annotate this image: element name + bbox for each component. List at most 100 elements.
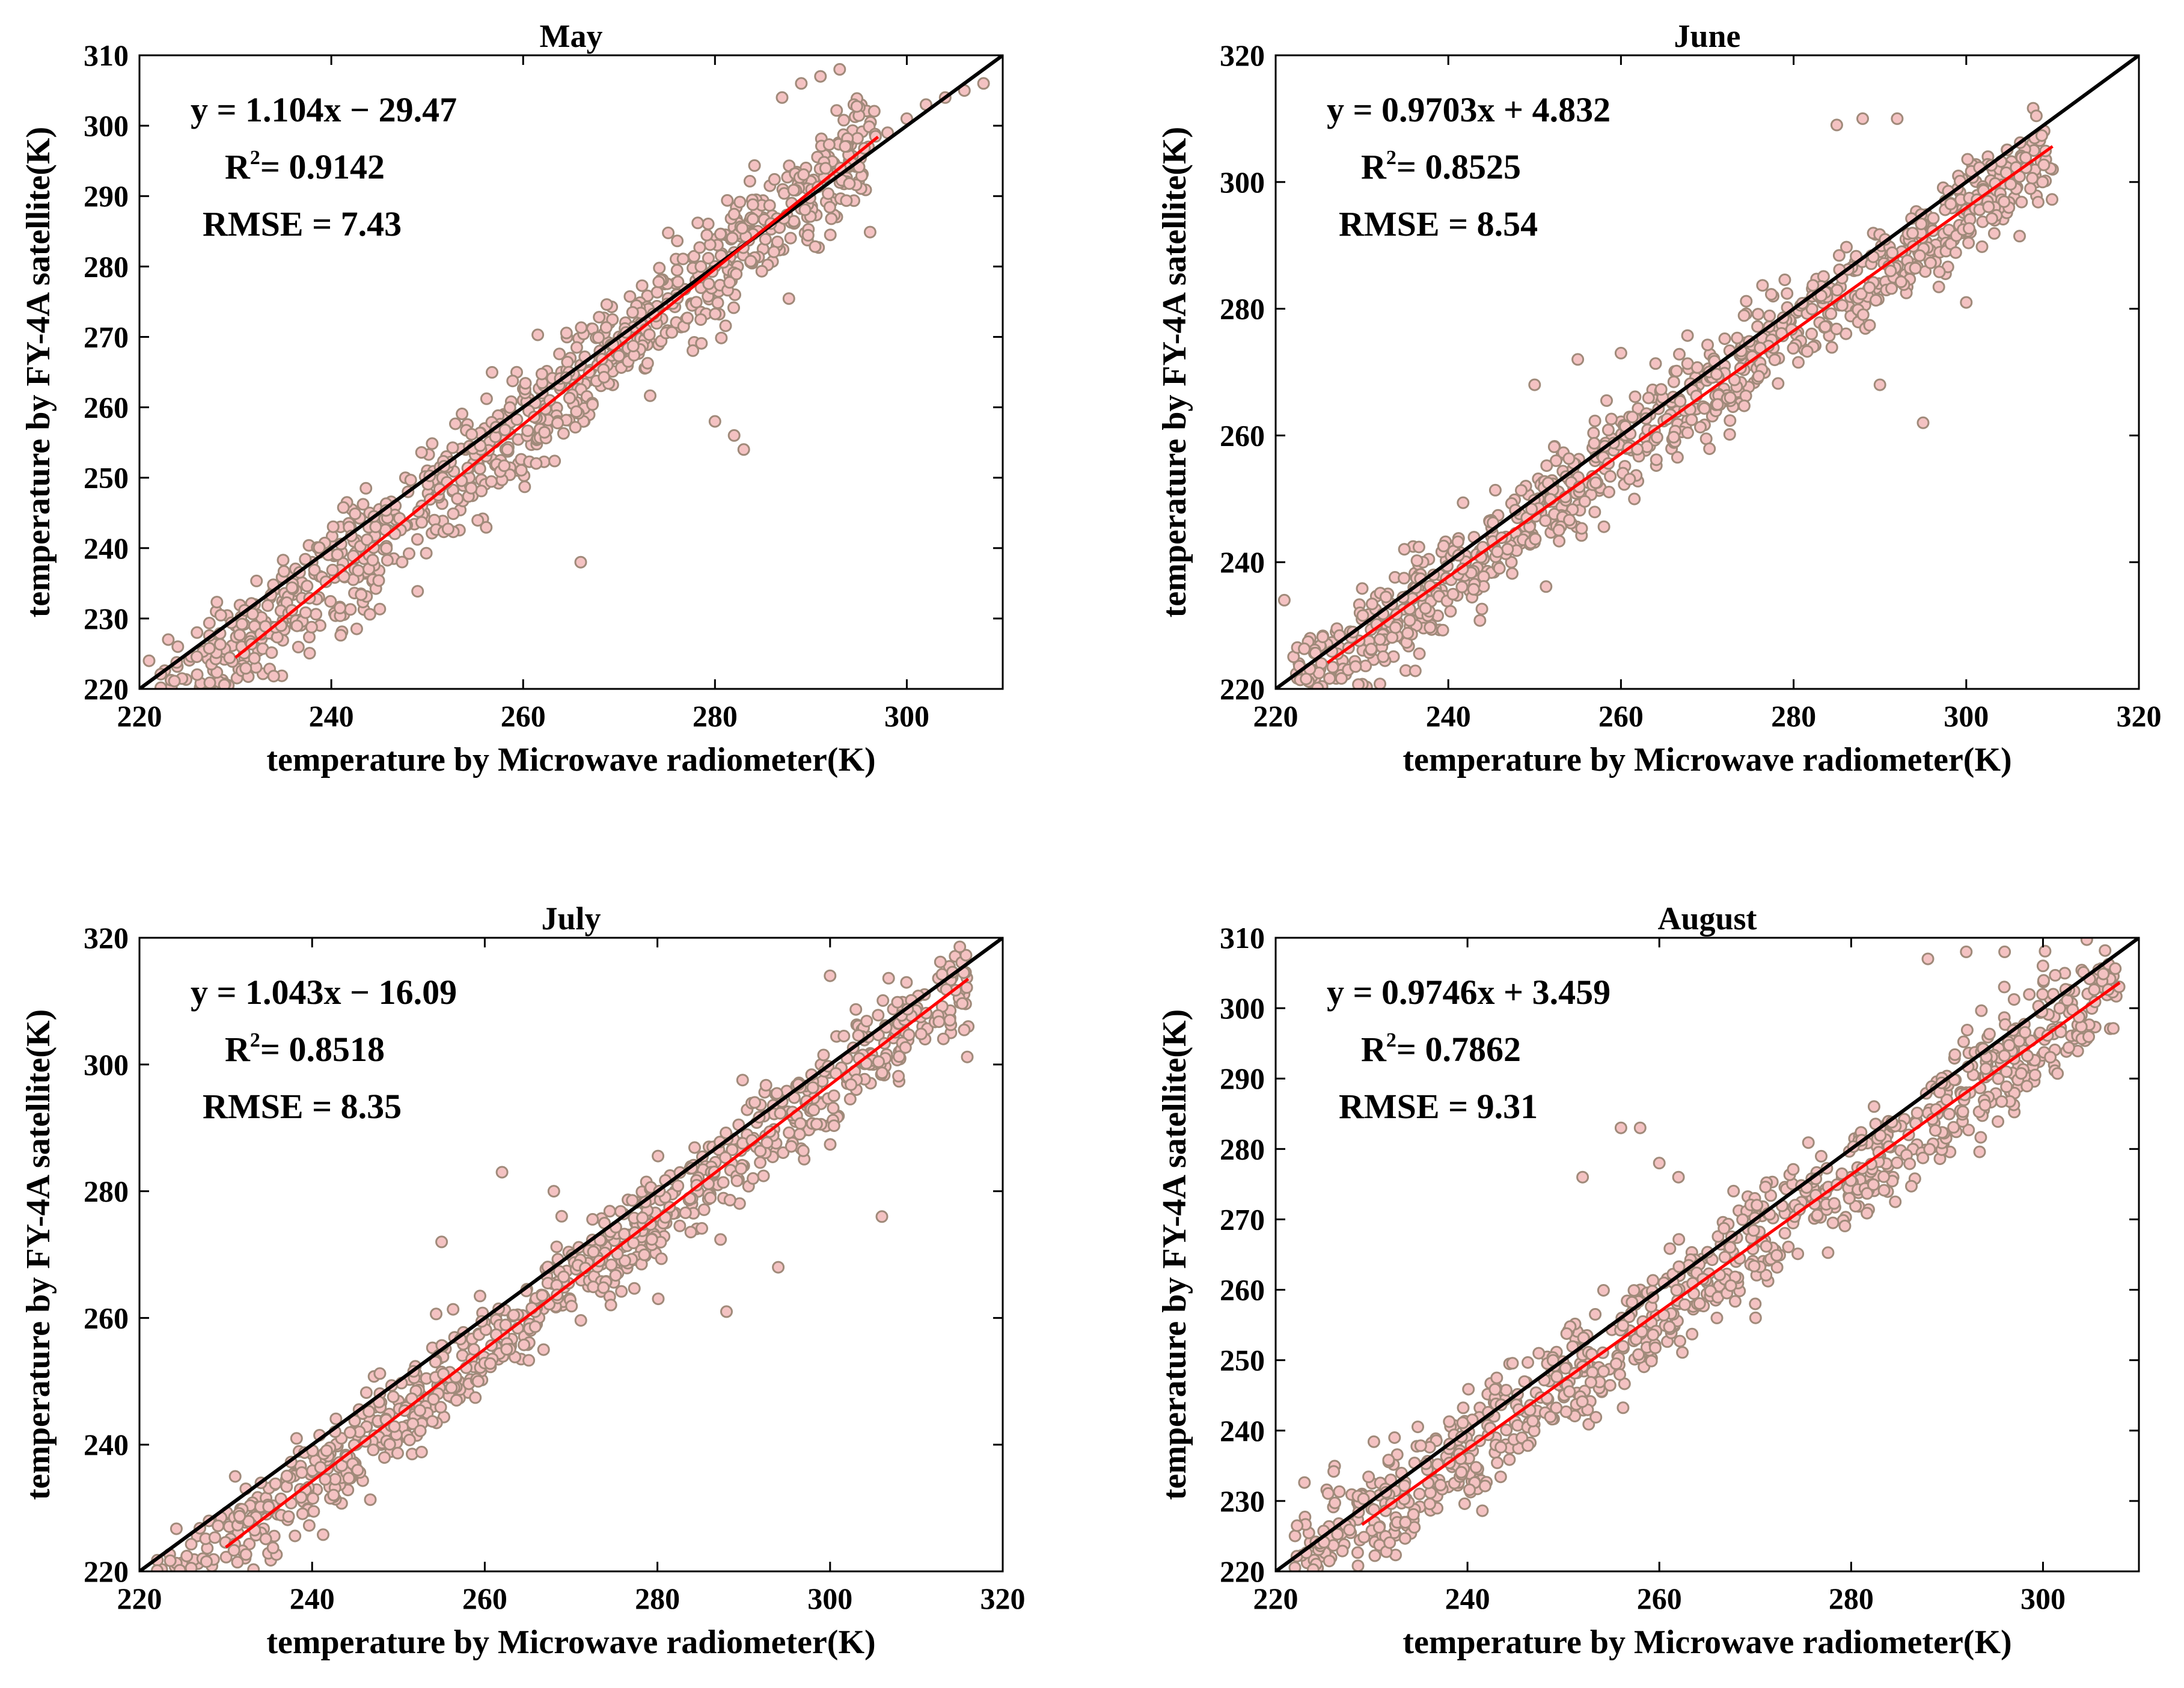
scatter-point [1770, 1261, 1784, 1274]
scatter-point [1576, 1395, 1589, 1408]
scatter-point [1458, 1497, 1471, 1510]
scatter-point [307, 1492, 319, 1505]
scatter-point [1835, 1167, 1849, 1180]
scatter-point [239, 1548, 252, 1561]
scatter-point [359, 482, 373, 495]
scatter-point [210, 596, 224, 609]
scatter-point [403, 1433, 416, 1446]
scatter-point [876, 994, 890, 1007]
scatter-point [498, 459, 511, 472]
scatter-point [1398, 572, 1411, 585]
scatter-point [1603, 486, 1615, 498]
scatter-point [1894, 275, 1907, 289]
y-tick-label: 260 [1220, 1273, 1265, 1307]
scatter-point [2053, 1001, 2066, 1015]
scatter-point [1321, 1487, 1335, 1500]
x-tick-label: 260 [501, 699, 546, 733]
scatter-point [363, 608, 376, 621]
scatter-point [891, 995, 904, 1009]
scatter-point [319, 1473, 332, 1486]
scatter-point [1617, 1319, 1630, 1332]
scatter-point [441, 522, 454, 536]
scatter-point [691, 216, 705, 230]
scatter-point [530, 457, 543, 470]
y-tick-label: 320 [1220, 38, 1265, 72]
scatter-point [1768, 353, 1781, 367]
scatter-point [671, 275, 685, 289]
scatter-point [1739, 390, 1752, 403]
scatter-point [1525, 503, 1538, 516]
scatter-point [239, 662, 252, 675]
scatter-point [1528, 378, 1541, 391]
scatter-point [1333, 1485, 1346, 1498]
scatter-point [1749, 1297, 1762, 1310]
x-axis-label: temperature by Microwave radiometer(K) [266, 741, 875, 778]
scatter-point [956, 997, 969, 1010]
scatter-point [794, 1117, 807, 1130]
scatter-point [342, 1472, 355, 1485]
scatter-point [1694, 421, 1707, 434]
scatter-point [1924, 256, 1937, 269]
scatter-point [1424, 621, 1437, 634]
scatter-point [1291, 1519, 1304, 1532]
scatter-point [755, 265, 768, 278]
scatter-point [2000, 1065, 2013, 1078]
scatter-point [1576, 1170, 1589, 1184]
scatter-point [1414, 1439, 1427, 1452]
scatter-point [586, 1212, 599, 1226]
scatter-point [702, 252, 715, 265]
scatter-point [1927, 212, 1940, 225]
scatter-point [1413, 647, 1426, 660]
scatter-point [1760, 1268, 1773, 1282]
scatter-point [1455, 580, 1469, 593]
scatter-point [1667, 430, 1680, 444]
scatter-point [262, 1500, 275, 1513]
scatter-point [227, 1544, 240, 1557]
reference-line [139, 55, 1003, 689]
scatter-point [378, 1451, 391, 1464]
scatter-point [2049, 968, 2062, 982]
scatter-point [1462, 1383, 1475, 1396]
scatter-point [1365, 598, 1378, 611]
scatter-point [1889, 1195, 1902, 1208]
scatter-point [570, 341, 583, 354]
scatter-point [303, 647, 316, 660]
scatter-point [317, 1528, 329, 1541]
y-tick-label: 280 [84, 1175, 129, 1208]
scatter-point [830, 104, 843, 117]
scatter-point [1826, 1216, 1840, 1229]
scatter-point [1877, 1170, 1891, 1183]
scatter-point [814, 70, 827, 83]
y-tick-label: 250 [1220, 1344, 1265, 1377]
rmse-label: RMSE = 7.43 [203, 204, 402, 243]
scatter-point [1982, 200, 1995, 213]
scatter-point [1478, 1479, 1491, 1493]
scatter-point [1674, 395, 1687, 408]
scatter-point [825, 212, 838, 225]
scatter-point [727, 301, 740, 314]
scatter-point [185, 1562, 198, 1571]
scatter-point [1671, 451, 1684, 464]
scatter-point [730, 268, 743, 281]
scatter-point [700, 228, 714, 242]
scatter-point [271, 631, 284, 644]
scatter-point [869, 130, 882, 143]
scatter-point [1647, 1274, 1660, 1287]
scatter-point [684, 1226, 697, 1239]
scatter-point [787, 183, 800, 197]
scatter-point [872, 1055, 885, 1068]
scatter-point [1629, 390, 1642, 403]
scatter-point [810, 1118, 823, 1131]
chart-title: June [1674, 18, 1740, 54]
scatter-point [1998, 980, 2011, 994]
scatter-point [451, 492, 464, 506]
scatter-points-1 [1277, 102, 2059, 689]
scatter-point [501, 443, 514, 456]
scatter-point [247, 1563, 260, 1571]
r-squared: R2= 0.9142 [225, 147, 385, 186]
scatter-point [1763, 309, 1776, 322]
y-tick-label: 290 [1220, 1062, 1265, 1095]
scatter-point [403, 547, 415, 560]
scatter-point [1711, 398, 1724, 411]
scatter-point [550, 1240, 563, 1253]
